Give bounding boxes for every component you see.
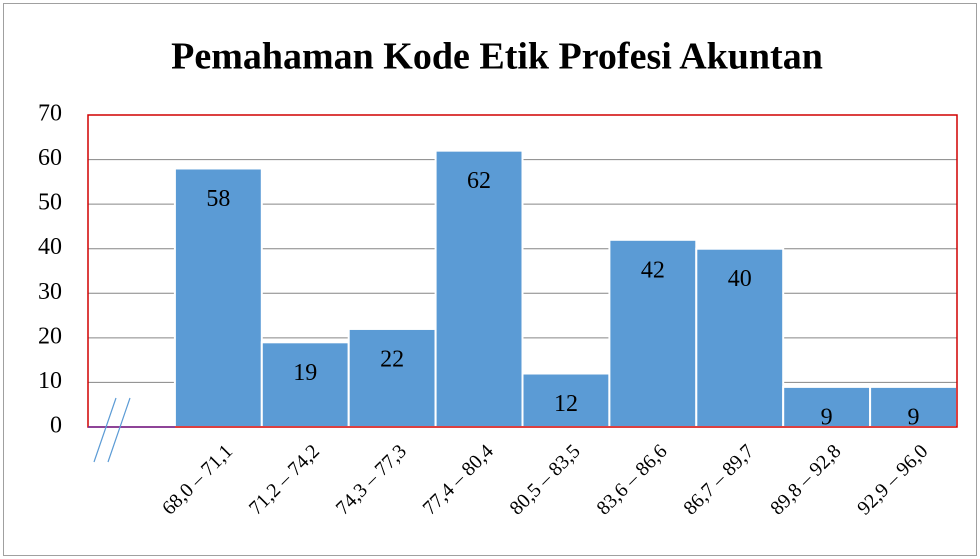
data-label: 9 <box>821 404 833 430</box>
data-label: 22 <box>380 346 404 372</box>
y-tick-label: 40 <box>38 234 62 260</box>
y-tick-label: 60 <box>38 145 62 171</box>
y-tick-label: 0 <box>50 413 62 439</box>
plot-border <box>87 114 958 428</box>
data-label: 12 <box>554 391 578 417</box>
y-tick-label: 50 <box>38 190 62 216</box>
axis-break <box>93 397 117 463</box>
bar <box>347 327 437 429</box>
data-label: 42 <box>641 257 665 283</box>
data-label: 19 <box>293 360 317 386</box>
y-tick-label: 30 <box>38 279 62 305</box>
bar <box>434 149 524 429</box>
bar <box>608 238 698 428</box>
chart-title: Pemahaman Kode Etik Profesi Akuntan <box>171 36 823 78</box>
data-label: 62 <box>467 168 491 194</box>
y-tick-label: 70 <box>38 101 62 127</box>
data-label: 40 <box>728 266 752 292</box>
bar <box>260 341 350 429</box>
bar <box>521 372 611 428</box>
axis-break <box>107 397 131 463</box>
data-label: 9 <box>908 404 920 430</box>
data-label: 58 <box>206 186 230 212</box>
y-tick-label: 10 <box>38 368 62 394</box>
bar <box>173 167 263 428</box>
bar <box>782 385 872 428</box>
y-tick-label: 20 <box>38 323 62 349</box>
